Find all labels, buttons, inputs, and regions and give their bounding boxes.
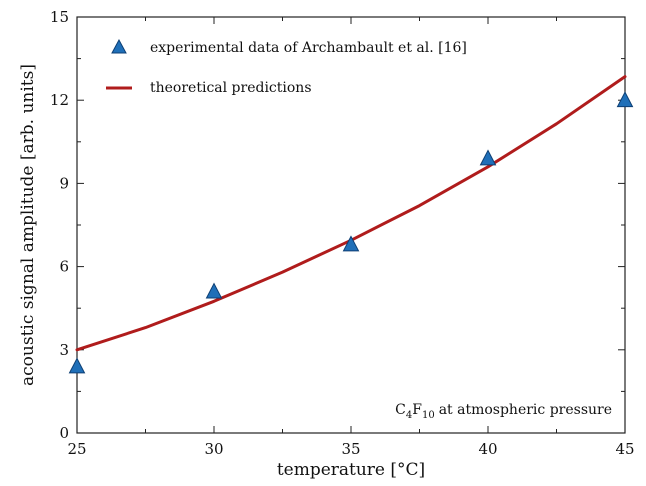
data-point-triangle <box>68 357 86 374</box>
x-tick-label: 35 <box>341 440 360 458</box>
formula-subscript-f: 10 <box>422 410 435 421</box>
formula-element-c: C <box>395 402 406 418</box>
x-axis-title: temperature [°C] <box>277 460 425 480</box>
legend: experimental data of Archambault et al. … <box>106 38 467 96</box>
axis-ticks <box>76 16 626 434</box>
legend-label-theory: theoretical predictions <box>150 80 312 96</box>
y-tick-label: 6 <box>59 258 69 276</box>
y-tick-label: 12 <box>50 91 69 109</box>
x-tick-label: 40 <box>478 440 497 458</box>
condition-annotation: C4F10 at atmospheric pressure <box>395 402 612 421</box>
y-tick-label: 9 <box>59 174 69 192</box>
data-point-triangle <box>616 91 634 108</box>
data-point-triangle <box>342 235 360 252</box>
y-tick-label: 0 <box>59 424 69 442</box>
y-axis-title: acoustic signal amplitude [arb. units] <box>18 64 38 386</box>
data-point-triangle <box>205 282 223 299</box>
experiment-series <box>68 91 634 374</box>
y-tick-label: 3 <box>59 341 69 359</box>
legend-label-experimental: experimental data of Archambault et al. … <box>150 40 467 56</box>
formula-element-f: F <box>412 402 422 418</box>
x-tick-label: 45 <box>615 440 634 458</box>
theory-series <box>75 75 627 352</box>
annotation-text: at atmospheric pressure <box>439 402 612 418</box>
y-tick-label: 15 <box>50 8 69 26</box>
x-tick-label: 30 <box>204 440 223 458</box>
x-tick-label: 25 <box>67 440 86 458</box>
formula-subscript-c: 4 <box>406 410 412 421</box>
tick-labels: 25 30 35 40 45 0 3 6 9 12 15 <box>50 8 635 458</box>
data-point-triangle <box>479 149 497 166</box>
legend-triangle-icon <box>111 38 127 54</box>
theory-line <box>75 75 627 352</box>
